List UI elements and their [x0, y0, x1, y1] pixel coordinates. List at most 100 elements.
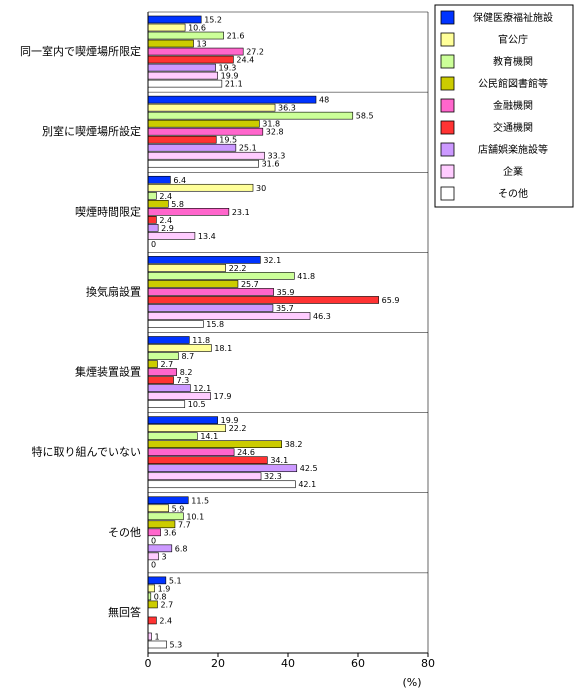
- data-label: 6.8: [175, 544, 188, 553]
- bar: [147, 512, 184, 521]
- legend-label: 官公庁: [498, 33, 528, 46]
- bar: [147, 47, 244, 56]
- bar: [147, 216, 157, 224]
- bar: [147, 344, 212, 352]
- data-label: 25.7: [241, 280, 259, 289]
- bar: [147, 528, 161, 537]
- bar: [147, 480, 296, 489]
- bar: [147, 352, 179, 360]
- y-tick-label: 換気扇設置: [86, 284, 141, 298]
- legend-label: 保健医療福祉施設: [473, 11, 553, 24]
- legend-label: 金融機関: [493, 99, 533, 112]
- legend-label: その他: [498, 187, 528, 200]
- data-label: 35.9: [277, 288, 295, 297]
- data-label: 24.4: [236, 56, 254, 65]
- bar: [147, 472, 262, 481]
- data-label: 2.7: [160, 600, 173, 609]
- bar: [147, 127, 264, 136]
- y-tick-label: 喫煙時間限定: [75, 204, 141, 218]
- bar: [147, 111, 354, 120]
- bar: [147, 520, 176, 529]
- data-label: 1.9: [158, 584, 171, 593]
- data-label: 8.7: [181, 352, 194, 361]
- data-label: 38.2: [285, 440, 303, 449]
- bar: [147, 63, 216, 72]
- data-label: 5.9: [172, 504, 185, 513]
- bar: [147, 464, 298, 473]
- bar: [147, 320, 204, 328]
- data-label: 30: [256, 184, 266, 193]
- data-label: 3: [162, 552, 167, 561]
- data-label: 11.8: [192, 336, 210, 345]
- data-label: 0: [151, 560, 156, 569]
- data-label: 19.9: [221, 416, 239, 425]
- data-label: 7.7: [178, 520, 191, 529]
- bar: [147, 23, 186, 32]
- data-label: 5.8: [171, 200, 184, 209]
- bar: [147, 392, 211, 400]
- bar: [147, 632, 152, 641]
- bar: [147, 135, 217, 144]
- data-label: 19.3: [219, 64, 237, 73]
- bar: [147, 208, 230, 216]
- data-label: 58.5: [356, 112, 374, 121]
- data-label: 5.1: [169, 576, 182, 585]
- data-label: 1: [155, 632, 160, 641]
- bar: [147, 15, 202, 24]
- data-label: 10.6: [188, 24, 206, 33]
- y-tick-label: 無回答: [108, 605, 141, 619]
- legend-swatch: [440, 54, 455, 69]
- bar: [147, 103, 276, 112]
- bar: [147, 584, 155, 593]
- data-label: 6.4: [173, 176, 186, 185]
- data-label: 48: [319, 96, 329, 105]
- y-tick-label: その他: [108, 526, 141, 539]
- data-label: 19.5: [219, 136, 237, 145]
- bar: [147, 143, 237, 152]
- x-tick-label: 60: [351, 657, 365, 670]
- data-label: 10.5: [188, 400, 206, 409]
- data-label: 12.1: [193, 384, 211, 393]
- x-tick-label: 0: [145, 657, 152, 670]
- legend-label: 店舗娯楽施設等: [478, 143, 548, 156]
- bar: [147, 384, 191, 392]
- legend-swatch: [440, 98, 455, 113]
- bar: [147, 272, 295, 280]
- bar: [147, 544, 173, 553]
- bar: [147, 496, 189, 505]
- bar: [147, 39, 194, 48]
- bar: [147, 288, 274, 296]
- data-label: 22.2: [229, 264, 247, 273]
- data-label: 5.3: [170, 640, 183, 649]
- y-tick-label: 集煙装置設置: [75, 365, 141, 379]
- data-label: 2.4: [159, 616, 172, 625]
- legend-swatch: [440, 120, 455, 135]
- bar: [147, 31, 224, 40]
- bar: [147, 600, 158, 609]
- data-label: 27.2: [246, 48, 264, 57]
- bar: [147, 191, 157, 200]
- bar: [147, 296, 379, 304]
- bar: [147, 616, 157, 625]
- data-label: 13.4: [198, 232, 216, 241]
- data-label: 35.7: [276, 304, 294, 313]
- bar: [147, 256, 261, 264]
- data-label: 8.2: [180, 368, 193, 377]
- bar: [147, 232, 196, 240]
- data-label: 46.3: [313, 312, 331, 321]
- x-tick-label: 20: [211, 657, 225, 670]
- data-label: 21.1: [225, 80, 243, 89]
- bar: [147, 224, 159, 232]
- data-label: 17.9: [214, 392, 232, 401]
- data-label: 32.1: [263, 256, 281, 265]
- x-tick-label: 40: [281, 657, 295, 670]
- data-label: 14.1: [200, 432, 218, 441]
- data-label: 0.8: [154, 592, 167, 601]
- bar: [147, 368, 178, 376]
- data-label: 7.3: [177, 376, 190, 385]
- bar: [147, 199, 169, 208]
- data-label: 41.8: [297, 272, 315, 281]
- data-label: 15.8: [206, 320, 224, 329]
- data-label: 19.9: [221, 72, 239, 81]
